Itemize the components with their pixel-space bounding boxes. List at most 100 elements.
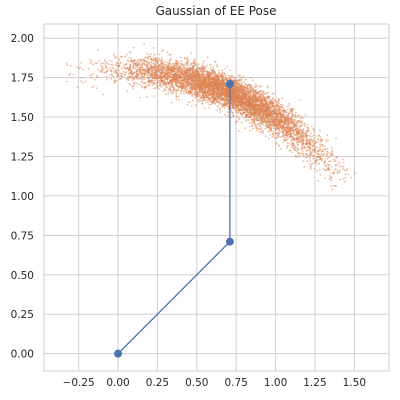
scatter-point xyxy=(204,101,207,104)
scatter-point xyxy=(322,168,325,171)
scatter-point xyxy=(168,69,171,72)
scatter-point xyxy=(190,52,193,55)
scatter-point xyxy=(167,81,170,84)
scatter-point xyxy=(258,128,261,131)
scatter-point xyxy=(276,100,279,103)
scatter-point xyxy=(209,63,212,66)
scatter-point xyxy=(281,104,284,106)
scatter-point xyxy=(126,90,129,93)
scatter-point xyxy=(160,73,163,76)
scatter-point xyxy=(290,140,293,143)
scatter-point xyxy=(308,142,311,145)
scatter-point xyxy=(282,113,285,116)
scatter-point xyxy=(154,71,157,74)
scatter-point xyxy=(184,85,186,88)
scatter-point xyxy=(115,63,118,66)
scatter-point xyxy=(294,145,297,148)
scatter-point xyxy=(146,67,149,69)
scatter-point xyxy=(321,150,323,152)
scatter-point xyxy=(322,148,324,151)
scatter-point xyxy=(175,91,178,93)
scatter-point xyxy=(82,82,85,84)
scatter-point xyxy=(206,56,209,59)
scatter-point xyxy=(174,83,177,86)
scatter-point xyxy=(308,134,311,137)
scatter-point xyxy=(190,85,193,87)
scatter-point xyxy=(168,74,171,77)
scatter-point xyxy=(294,149,297,152)
scatter-point xyxy=(309,158,312,160)
scatter-point xyxy=(254,117,257,120)
scatter-point xyxy=(219,75,222,77)
scatter-point xyxy=(209,66,212,69)
scatter-point xyxy=(66,64,69,66)
scatter-point xyxy=(143,60,146,63)
scatter-point xyxy=(347,173,349,176)
scatter-point xyxy=(230,74,233,77)
scatter-point xyxy=(202,67,204,70)
scatter-point xyxy=(158,73,161,76)
scatter-point xyxy=(239,112,242,114)
scatter-point xyxy=(221,77,224,79)
scatter-point xyxy=(190,105,193,107)
scatter-point xyxy=(287,125,290,128)
scatter-point xyxy=(222,72,225,75)
scatter-point xyxy=(242,75,245,78)
scatter-point xyxy=(244,78,247,81)
scatter-point xyxy=(256,109,259,112)
scatter-point xyxy=(196,99,199,101)
scatter-point xyxy=(252,92,255,94)
scatter-point xyxy=(319,143,322,146)
scatter-point xyxy=(192,99,194,102)
scatter-point xyxy=(213,80,216,83)
scatter-point xyxy=(95,87,98,90)
scatter-point xyxy=(142,82,145,85)
scatter-point xyxy=(266,100,269,103)
scatter-point xyxy=(127,60,130,63)
scatter-point xyxy=(272,127,275,130)
scatter-point xyxy=(95,62,98,65)
scatter-point xyxy=(176,82,179,85)
scatter-point xyxy=(91,73,94,76)
scatter-point xyxy=(332,184,335,187)
scatter-cloud xyxy=(65,42,356,191)
scatter-point xyxy=(326,147,329,150)
scatter-point xyxy=(303,122,306,124)
scatter-point xyxy=(296,127,299,130)
scatter-point xyxy=(157,76,159,79)
scatter-point xyxy=(125,71,128,73)
scatter-point xyxy=(275,141,278,144)
scatter-point xyxy=(297,114,300,117)
scatter-point xyxy=(267,131,269,133)
scatter-point xyxy=(252,110,254,113)
scatter-point xyxy=(252,79,254,82)
scatter-point xyxy=(310,166,312,168)
scatter-point xyxy=(324,159,327,161)
scatter-point xyxy=(159,59,162,62)
scatter-point xyxy=(285,122,288,125)
scatter-point xyxy=(169,89,172,92)
scatter-point xyxy=(160,56,163,59)
scatter-point xyxy=(286,142,289,145)
scatter-point xyxy=(113,53,116,55)
scatter-point xyxy=(168,88,171,91)
scatter-point xyxy=(329,154,332,157)
scatter-point xyxy=(179,62,182,65)
scatter-point xyxy=(260,122,262,124)
scatter-point xyxy=(320,153,323,155)
scatter-point xyxy=(331,149,334,152)
scatter-point xyxy=(311,141,314,144)
scatter-point xyxy=(295,156,297,158)
scatter-point xyxy=(246,87,249,90)
scatter-point xyxy=(200,78,203,81)
scatter-point xyxy=(163,68,166,71)
scatter-point xyxy=(216,105,219,108)
grid-layer xyxy=(44,24,389,371)
scatter-point xyxy=(132,46,135,49)
scatter-point xyxy=(312,155,315,158)
scatter-point xyxy=(186,67,189,69)
scatter-point xyxy=(286,138,289,140)
scatter-point xyxy=(216,109,219,112)
scatter-point xyxy=(148,71,151,74)
scatter-point xyxy=(88,68,90,71)
